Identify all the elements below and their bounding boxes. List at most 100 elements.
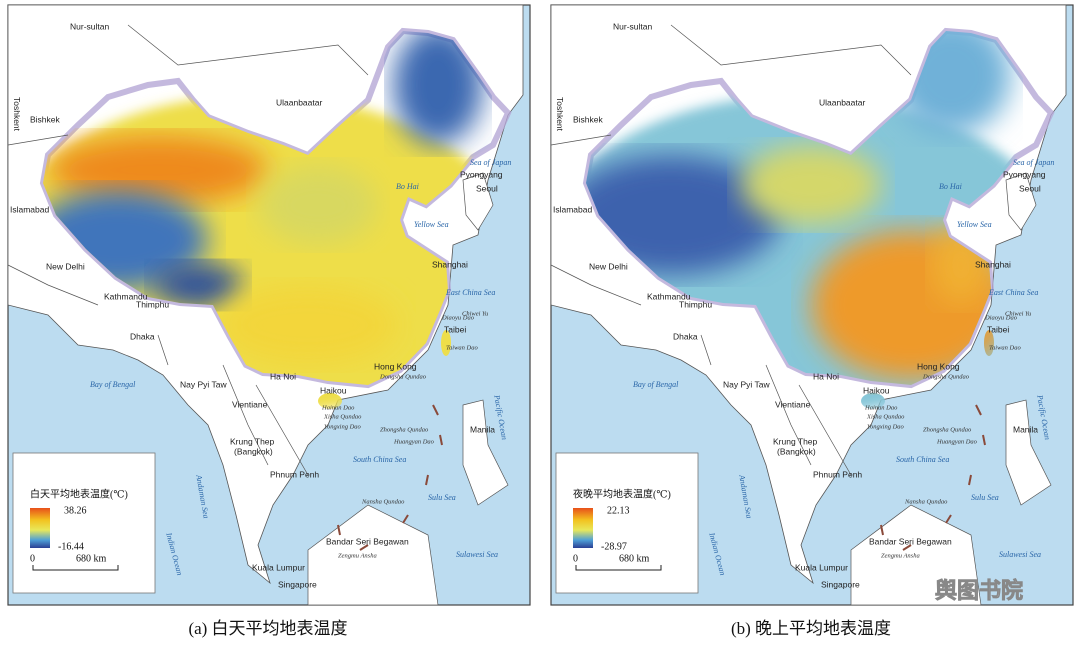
place-label: Toshkent: [555, 97, 565, 132]
island-label: Chiwei Yu: [462, 310, 489, 317]
sea-label: Sulu Sea: [971, 493, 999, 502]
place-label: Toshkent: [12, 97, 22, 132]
island-label: Xisha Qundao: [323, 413, 362, 420]
place-label: Nay Pyi Taw: [180, 379, 227, 389]
place-label: Bandar Seri Begawan: [326, 536, 409, 546]
place-label: Bishkek: [30, 114, 61, 124]
place-label: Ulaanbaatar: [276, 97, 322, 107]
place-label: Bandar Seri Begawan: [869, 536, 952, 546]
place-label: Hong Kong: [917, 361, 960, 371]
island-label: Chiwei Yu: [1005, 310, 1032, 317]
korea: [462, 172, 494, 231]
place-label: Ulaanbaatar: [819, 97, 865, 107]
place-label: Pyongyang: [1003, 169, 1046, 179]
color-ramp: [573, 508, 593, 548]
place-label: Nay Pyi Taw: [723, 379, 770, 389]
sea-label: Sea of Japan: [1013, 158, 1054, 167]
sea-label: Sulawesi Sea: [999, 550, 1041, 559]
place-label: Pyongyang: [460, 169, 503, 179]
scale-start: 0: [30, 553, 35, 564]
legend: 白天平均地表温度(℃) 38.26 -16.44 0 680 km: [12, 452, 156, 594]
island-label: Nansha Qundao: [361, 498, 405, 505]
place-label: Dhaka: [130, 331, 155, 341]
island-label: Xisha Qundao: [866, 413, 905, 420]
color-ramp: [30, 508, 50, 548]
legend-title: 白天平均地表温度(℃): [30, 487, 128, 500]
border-lines: [7, 24, 369, 476]
island-label: Zengmu Ansha: [338, 552, 377, 559]
island-label: Huangyan Dao: [936, 438, 978, 445]
sea-label: Bo Hai: [396, 182, 419, 191]
scale-end: 680 km: [619, 553, 650, 564]
place-label: Haikou: [320, 385, 347, 395]
place-label: Ha Noi: [813, 371, 839, 381]
place-label: Singapore: [278, 579, 317, 589]
borneo: [850, 504, 982, 606]
sea-label: East China Sea: [988, 288, 1038, 297]
map-panel: Nur-sultan Toshkent Bishkek Ulaanbaatar Isla…: [7, 4, 531, 606]
border-lines: [550, 24, 912, 476]
nine-dash-line: [337, 404, 443, 551]
place-label: Krung Thep: [230, 436, 275, 446]
scale-bar: [575, 565, 662, 571]
place-label: Shanghai: [975, 259, 1011, 269]
place-label: Thimphu: [679, 299, 712, 309]
island-label: Yongxing Dao: [867, 423, 905, 430]
place-label: Nur-sultan: [613, 21, 652, 31]
legend-title: 夜晚平均地表温度(℃): [573, 487, 671, 500]
sea-label: South China Sea: [353, 455, 406, 464]
place-label: Vientiane: [232, 399, 268, 409]
philippines: [1005, 399, 1052, 506]
caption: (a) 白天平均地表温度: [188, 619, 347, 638]
place-label: Bishkek: [573, 114, 604, 124]
temperature-patch: [153, 263, 243, 307]
nine-dash-line: [880, 404, 986, 551]
sea-label: South China Sea: [896, 455, 949, 464]
place-label: (Bangkok): [777, 446, 816, 456]
place-label: Islamabad: [10, 204, 49, 214]
place-label: Ha Noi: [270, 371, 296, 381]
sea-label: Sulawesi Sea: [456, 550, 498, 559]
sea-label: Bay of Bengal: [90, 380, 136, 389]
island-label: Nansha Qundao: [904, 498, 948, 505]
place-label: New Delhi: [589, 261, 628, 271]
sea-label: Yellow Sea: [414, 220, 449, 229]
place-label: Manila: [1013, 424, 1038, 434]
island-label: Diaoyu Dao: [984, 314, 1018, 321]
island-label: Zhongsha Qundao: [923, 426, 972, 433]
temperature-patch: [258, 165, 378, 245]
island-label: Dongsha Qundao: [379, 373, 427, 380]
sea-label: Sulu Sea: [428, 493, 456, 502]
sea-label: Bay of Bengal: [633, 380, 679, 389]
legend-min: -16.44: [58, 541, 84, 552]
place-label: Kathmandu: [104, 291, 148, 301]
place-label: Vientiane: [775, 399, 811, 409]
island-label: Taiwan Dao: [989, 344, 1021, 351]
sea-label: Yellow Sea: [957, 220, 992, 229]
caption: (b) 晚上平均地表温度: [731, 619, 891, 638]
place-label: Nur-sultan: [70, 21, 109, 31]
island-label: Hainan Dao: [321, 404, 355, 411]
place-label: Kuala Lumpur: [795, 562, 848, 572]
place-label: Haikou: [863, 385, 890, 395]
island-label: Zengmu Ansha: [881, 552, 920, 559]
place-label: Phnum Penh: [270, 469, 319, 479]
philippines: [462, 399, 509, 506]
place-label: Taibei: [444, 324, 466, 334]
place-label: Seoul: [1019, 183, 1041, 193]
sea-label: Sea of Japan: [470, 158, 511, 167]
island-label: Huangyan Dao: [393, 438, 435, 445]
place-label: Seoul: [476, 183, 498, 193]
korea: [1005, 172, 1037, 231]
map-panel: Nur-sultan Toshkent Bishkek Ulaanbaatar Isla…: [550, 4, 1074, 606]
temperature-patch: [393, 31, 483, 145]
place-label: Dhaka: [673, 331, 698, 341]
island-label: Dongsha Qundao: [922, 373, 970, 380]
place-label: Singapore: [821, 579, 860, 589]
place-label: Manila: [470, 424, 495, 434]
place-label: Islamabad: [553, 204, 592, 214]
scale-end: 680 km: [76, 553, 107, 564]
island-label: Taiwan Dao: [446, 344, 478, 351]
